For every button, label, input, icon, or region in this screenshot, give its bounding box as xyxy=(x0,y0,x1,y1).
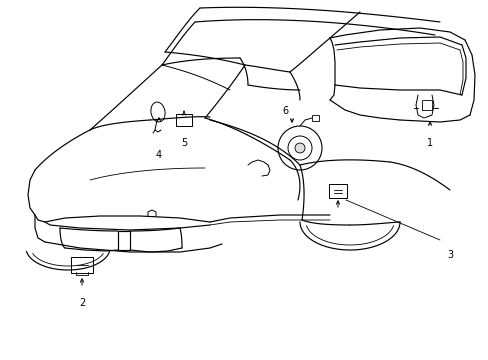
Text: 2: 2 xyxy=(79,298,85,308)
Text: 6: 6 xyxy=(282,106,287,116)
Text: 4: 4 xyxy=(156,150,162,160)
Bar xyxy=(421,100,431,110)
Circle shape xyxy=(294,143,305,153)
Text: 5: 5 xyxy=(181,138,187,148)
FancyBboxPatch shape xyxy=(71,257,93,273)
Text: 3: 3 xyxy=(446,250,452,260)
Bar xyxy=(311,115,318,121)
FancyBboxPatch shape xyxy=(328,184,346,198)
Bar xyxy=(176,114,192,126)
Text: 1: 1 xyxy=(426,138,432,148)
